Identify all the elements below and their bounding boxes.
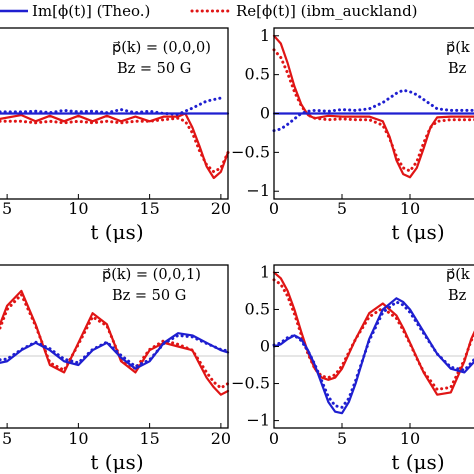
panel-top-left-xtick-label: 10: [68, 199, 88, 218]
panel-top-right-xtick-label: 10: [400, 199, 420, 218]
panel-top-left-frame: [0, 27, 229, 200]
panel-bottom-right-ytick-label: 1: [260, 262, 270, 281]
panel-top-right-annotation-b: Bz: [448, 61, 467, 77]
panel-top-right-ytick-label: 0: [260, 104, 270, 123]
panel-bottom-right-ytick-label: −0.5: [231, 374, 270, 393]
panel-bottom-right-series-0-red-solid: [272, 271, 474, 396]
panel-bottom-left-xtick-label: 20: [211, 429, 231, 448]
panel-bottom-right-series-3-blue-dotted: [272, 300, 474, 409]
panel-top-right-ytick-label: 0.5: [245, 65, 270, 84]
panel-bottom-right-ytick-label: 0: [260, 337, 270, 356]
panel-top-left-series-1-red-dotted: [0, 116, 230, 174]
panel-bottom-right-series-1-red-dotted: [272, 278, 474, 391]
panel-top-right-ytick-label: −0.5: [231, 142, 270, 161]
panel-bottom-right-annotation-k: p⃗(k: [446, 267, 470, 283]
panel-top-right-xtick-label: 5: [337, 199, 347, 218]
panel-bottom-right-xtick-label: 0: [269, 429, 279, 448]
panel-top-right-series-0-red-solid: [272, 34, 474, 179]
panel-top-right-annotation-k: p⃗(k: [446, 40, 470, 56]
legend: Im[ϕ(t)] (Theo.) Re[ϕ(t)] (ibm_auckland): [0, 2, 418, 20]
panel-top-right: 0 5 10 1 0.5 0 −0.5 −1 p⃗(k Bz t (μs): [231, 26, 474, 244]
panel-bottom-right: 0 5 10 1 0.5 0 −0.5 −1 p⃗(k Bz t (μs): [231, 262, 474, 474]
panel-bottom-left-xlabel: t (μs): [90, 450, 143, 474]
panel-bottom-left-xtick-label: 15: [139, 429, 159, 448]
panel-bottom-right-ytick-label: 0.5: [245, 299, 270, 318]
panel-top-right-ytick-label: 1: [260, 26, 270, 45]
panel-bottom-left-series-2-blue-solid: [0, 332, 230, 370]
panel-bottom-left-xtick-label: 5: [2, 429, 12, 448]
legend-exp-label: Re[ϕ(t)] (ibm_auckland): [236, 2, 418, 20]
panel-bottom-left-xtick-label: 10: [68, 429, 88, 448]
panel-top-right-series-1-red-dotted: [272, 48, 474, 173]
panel-bottom-left-series-1-red-dotted: [0, 293, 230, 390]
panel-bottom-left-annotation-b: Bz = 50 G: [112, 288, 186, 304]
panel-bottom-left-annotation-k: p⃗(k) = (0,0,1): [102, 267, 201, 283]
panel-top-right-ytick-label: −1: [246, 181, 270, 200]
panel-top-left: 5 10 15 20 p⃗(k) = (0,0,0) Bz = 50 G t (μs): [0, 27, 231, 244]
panel-bottom-right-ytick-label: −1: [246, 411, 270, 430]
panel-top-left-annotation-k: p⃗(k) = (0,0,0): [112, 40, 211, 56]
panel-bottom-left-series-3-blue-dotted: [0, 333, 230, 368]
panel-top-left-xlabel: t (μs): [90, 220, 143, 244]
panel-top-left-series-3-blue-dotted: [0, 96, 223, 116]
panel-bottom-left-frame: [0, 264, 229, 429]
panel-bottom-right-annotation-b: Bz: [448, 288, 467, 304]
panel-top-right-xtick-label: 0: [269, 199, 279, 218]
panel-top-right-xlabel: t (μs): [391, 220, 444, 244]
panel-top-left-xtick-label: 15: [139, 199, 159, 218]
panel-top-right-series-3-blue-dotted: [272, 88, 474, 133]
panel-bottom-right-xlabel: t (μs): [391, 450, 444, 474]
panel-top-left-xtick-label: 20: [211, 199, 231, 218]
panel-top-left-annotation-b: Bz = 50 G: [117, 61, 191, 77]
panel-top-left-xtick-label: 5: [2, 199, 12, 218]
panel-bottom-right-xtick-label: 5: [337, 429, 347, 448]
panel-bottom-left: 5 10 15 20 p⃗(k) = (0,0,1) Bz = 50 G t (μs): [0, 264, 231, 474]
legend-theo-label: Im[ϕ(t)] (Theo.): [32, 2, 150, 20]
panel-bottom-right-frame: [273, 264, 474, 429]
panel-bottom-right-xtick-label: 10: [400, 429, 420, 448]
